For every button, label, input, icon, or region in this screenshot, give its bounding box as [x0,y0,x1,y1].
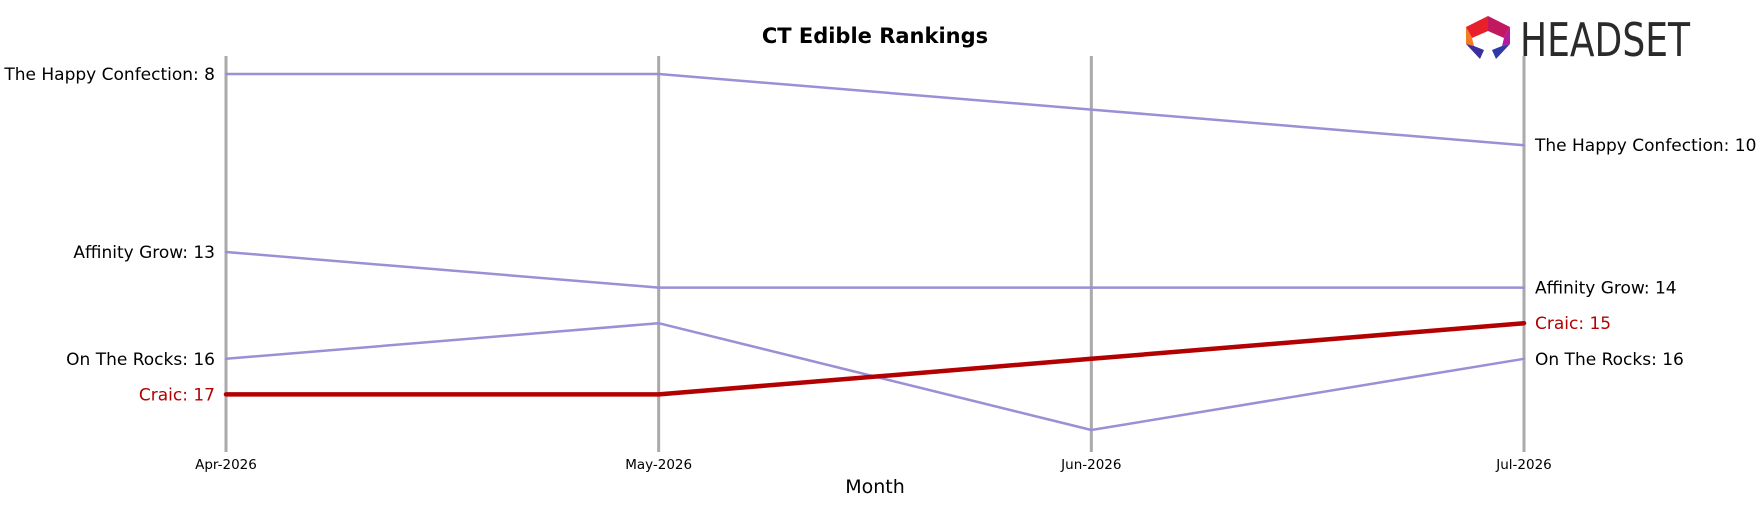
end-label-affinity-grow: Affinity Grow: 14 [1535,279,1677,299]
start-label-the-happy-confection: The Happy Confection: 8 [3,65,215,85]
series-lines [223,72,1527,432]
start-label-craic: Craic: 17 [139,385,215,405]
x-tick-apr-2026: Apr-2026 [195,457,257,473]
x-axis-label: Month [845,476,905,498]
x-tick-labels: Apr-2026 May-2026 Jun-2026 Jul-2026 [195,457,1552,473]
headset-logo: HEADSET [1466,13,1691,67]
series-line-craic [223,320,1527,397]
end-label-the-happy-confection: The Happy Confection: 10 [1534,136,1756,156]
x-tick-jul-2026: Jul-2026 [1495,457,1552,473]
start-label-affinity-grow: Affinity Grow: 13 [73,243,215,263]
month-gridlines [224,56,1526,452]
logo-text: HEADSET [1520,13,1691,67]
x-tick-jun-2026: Jun-2026 [1060,457,1121,473]
end-labels: The Happy Confection: 10 Affinity Grow: 1… [1534,136,1756,370]
end-label-craic: Craic: 15 [1535,314,1611,334]
chart-title: CT Edible Rankings [762,24,988,48]
series-line-affinity-grow [224,250,1526,289]
series-line-the-happy-confection [224,72,1526,147]
start-labels: The Happy Confection: 8 Affinity Grow: 13… [3,65,215,405]
end-label-on-the-rocks: On The Rocks: 16 [1535,350,1684,370]
headset-logo-mark [1466,16,1510,59]
start-label-on-the-rocks: On The Rocks: 16 [66,350,215,370]
x-tick-may-2026: May-2026 [625,457,692,473]
